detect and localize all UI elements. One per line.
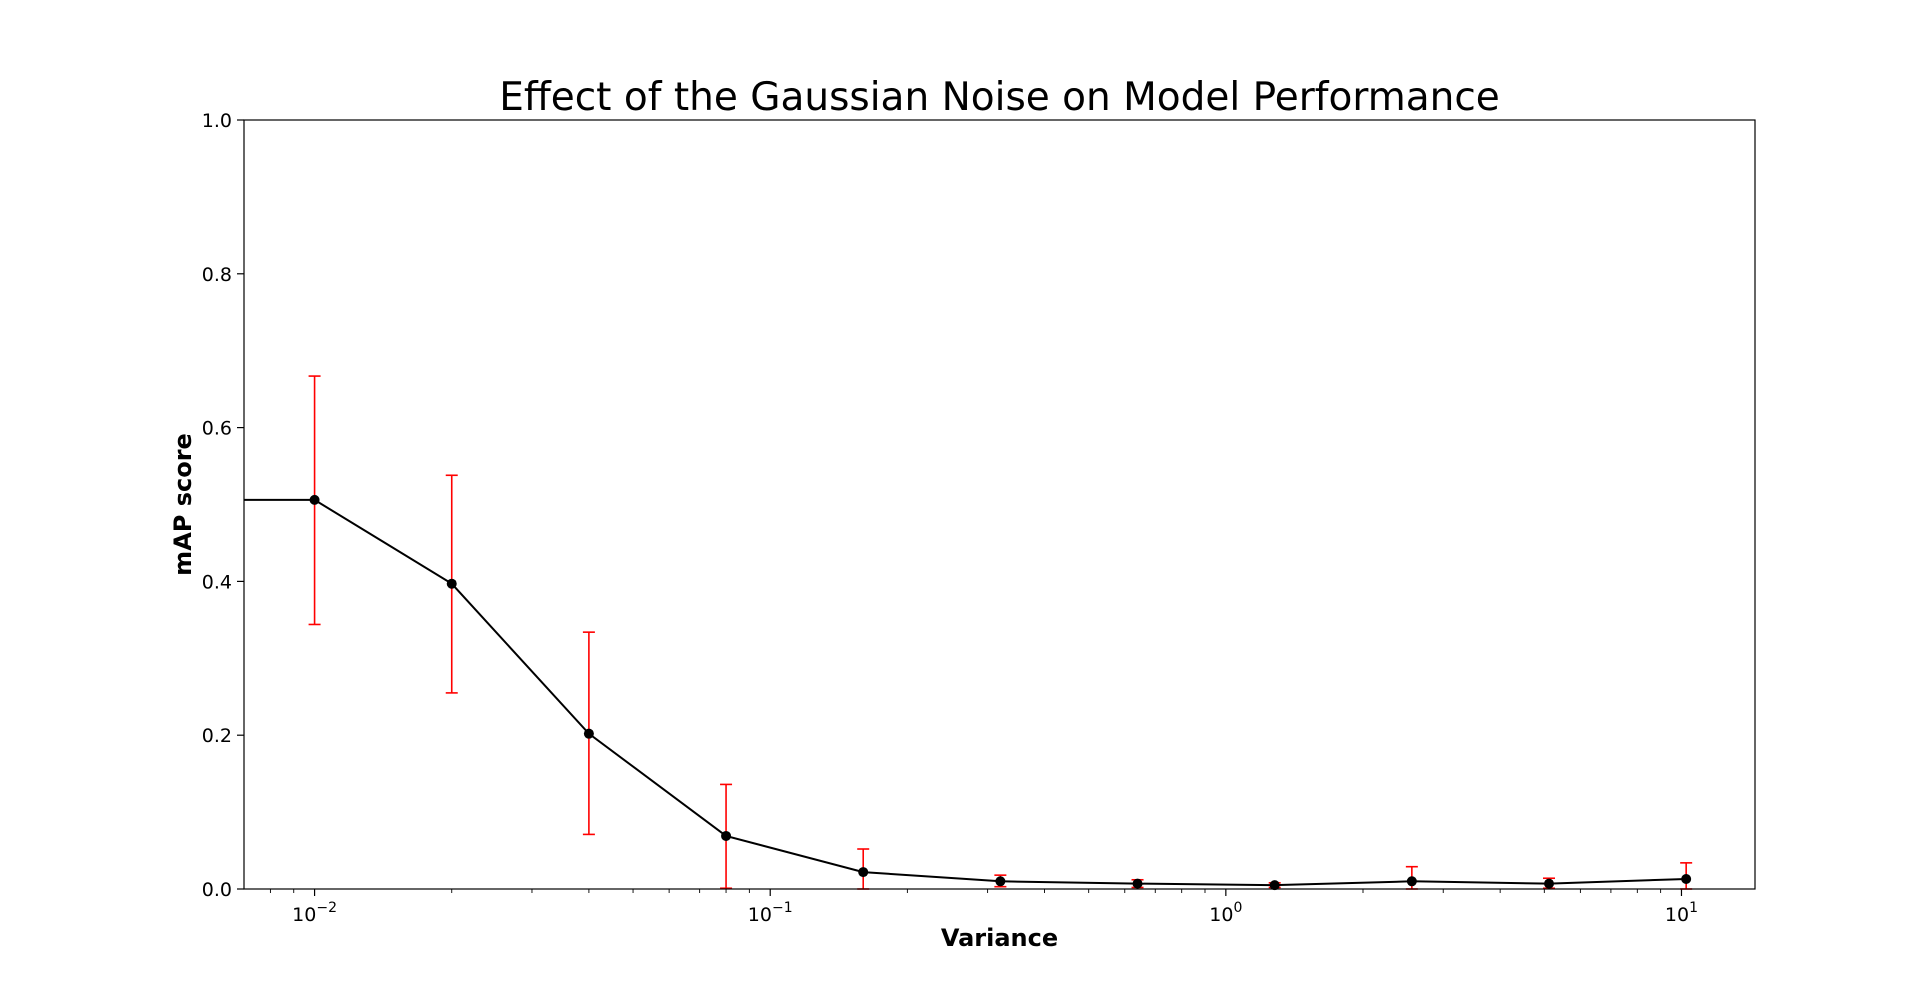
y-tick-label: 0.6 xyxy=(202,418,232,440)
data-point xyxy=(446,578,457,589)
data-point xyxy=(309,494,320,505)
x-tick-label: 101 xyxy=(1665,900,1698,926)
y-tick-label: 1.0 xyxy=(202,110,232,132)
data-point xyxy=(1544,878,1555,889)
data-point xyxy=(995,876,1006,887)
data-point xyxy=(858,867,869,878)
chart-title: Effect of the Gaussian Noise on Model Pe… xyxy=(499,75,1500,120)
data-point xyxy=(1406,876,1417,887)
y-tick-label: 0.2 xyxy=(202,725,232,747)
x-tick-label: 10−2 xyxy=(292,900,337,926)
series-line xyxy=(244,498,1687,887)
y-tick-label: 0.8 xyxy=(202,264,232,286)
y-tick-label: 0.0 xyxy=(202,879,232,901)
y-axis-label: mAP score xyxy=(169,433,197,576)
data-point xyxy=(1269,880,1280,891)
x-axis-label: Variance xyxy=(941,924,1058,952)
data-point xyxy=(721,830,732,841)
y-tick-label: 0.4 xyxy=(202,571,232,593)
data-point xyxy=(583,728,594,739)
data-point xyxy=(1681,874,1692,885)
x-tick-label: 100 xyxy=(1209,900,1242,926)
plot-area-frame xyxy=(243,119,1756,890)
x-tick-label: 10−1 xyxy=(748,900,793,926)
data-point xyxy=(1132,878,1143,889)
